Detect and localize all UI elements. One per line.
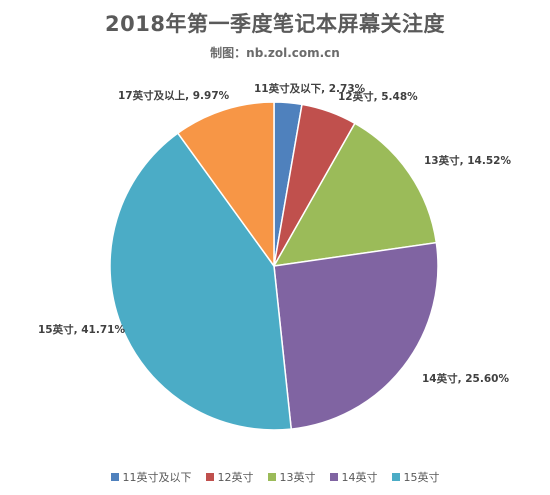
legend-label: 12英寸 bbox=[217, 471, 254, 484]
legend-label: 13英寸 bbox=[279, 471, 316, 484]
chart-legend: 11英寸及以下 12英寸 13英寸 14英寸 15英寸 bbox=[0, 469, 550, 485]
pie-slice-6 bbox=[176, 101, 275, 269]
legend-swatch bbox=[205, 473, 214, 481]
slice-label-6: 17英寸及以上, 9.97% bbox=[118, 89, 230, 102]
pie-labels: 11英寸及以下, 2.73%12英寸, 5.48% 13英寸, 14.52% 14英… bbox=[38, 82, 511, 385]
chart-title: 2018年第一季度笔记本屏幕关注度 bbox=[105, 12, 445, 36]
legend-label: 15英寸 bbox=[403, 471, 440, 484]
pie-slice-5 bbox=[109, 132, 293, 431]
chart-subtitle: 制图：nb.zol.com.cn bbox=[210, 46, 340, 60]
legend-item-5: 15英寸 bbox=[391, 469, 440, 485]
legend-item-3: 13英寸 bbox=[267, 469, 316, 485]
slice-label-1: 11英寸及以下, 2.73% bbox=[254, 82, 366, 95]
legend-item-4: 14英寸 bbox=[329, 469, 378, 485]
legend-label: 11英寸及以下 bbox=[122, 471, 192, 484]
legend-item-2: 12英寸 bbox=[205, 469, 254, 485]
legend-swatch bbox=[391, 473, 400, 481]
slice-label-4: 14英寸, 25.60% bbox=[422, 372, 509, 385]
legend-swatch bbox=[110, 473, 119, 481]
legend-swatch bbox=[267, 473, 276, 481]
pie-slice-3 bbox=[272, 122, 438, 267]
slice-label-2: 12英寸, 5.48% bbox=[338, 90, 418, 103]
legend-label: 14英寸 bbox=[341, 471, 378, 484]
legend-item-1: 11英寸及以下 bbox=[110, 469, 192, 485]
slice-label-3: 13英寸, 14.52% bbox=[424, 154, 511, 167]
pie-slices bbox=[109, 101, 439, 431]
slice-label-5: 15英寸, 41.71% bbox=[38, 323, 125, 336]
legend-swatch bbox=[329, 473, 338, 481]
pie-slice-4 bbox=[273, 241, 439, 430]
